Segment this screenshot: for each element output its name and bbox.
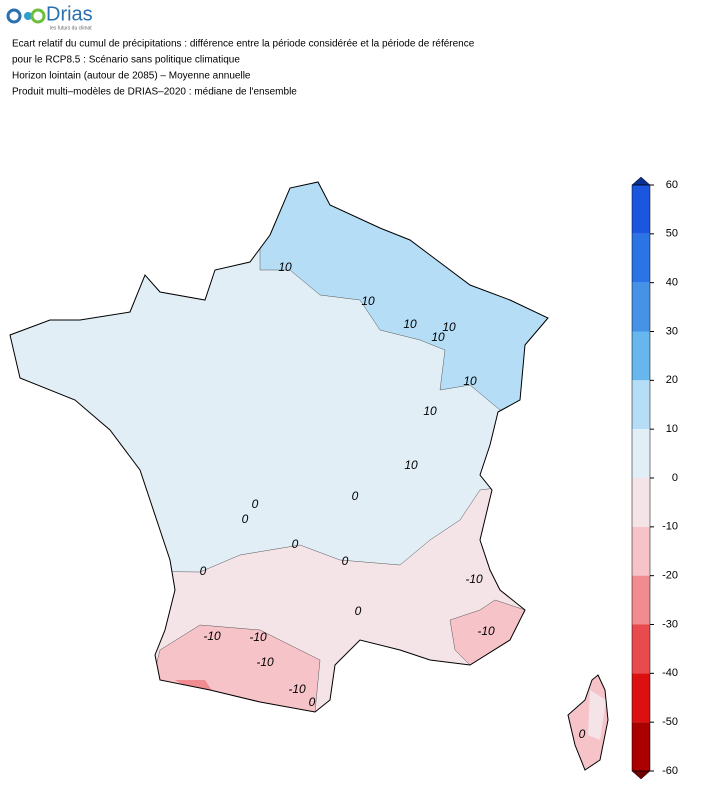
contour-label: 0 <box>200 564 207 578</box>
contour-label: 0 <box>352 489 359 503</box>
colorbar-tick-label: 50 <box>666 228 678 240</box>
colorbar-over <box>631 176 651 186</box>
logo-name: Drias <box>46 3 93 25</box>
contour-label: -10 <box>477 624 495 638</box>
contour-label: 10 <box>403 317 417 331</box>
colorbar-tick-label: -10 <box>662 521 678 533</box>
header-line: Ecart relatif du cumul de précipitations… <box>12 39 475 50</box>
colorbar-tick-label: -20 <box>662 570 678 582</box>
colorbar-segment <box>632 673 650 723</box>
colorbar-segment <box>632 331 650 381</box>
contour-label: 10 <box>463 374 477 388</box>
colorbar-tick-label: -60 <box>662 765 678 777</box>
colorbar-segment <box>632 282 650 332</box>
colorbar-tick-label: 40 <box>666 277 678 289</box>
colorbar-tick-label: 10 <box>666 423 678 435</box>
colorbar-tick-label: -40 <box>662 667 678 679</box>
colorbar-segment <box>632 185 650 234</box>
contour-label: -10 <box>249 630 267 644</box>
contour-label: 10 <box>442 320 456 334</box>
colorbar-segment <box>632 575 650 625</box>
logo-tagline: les futurs du climat <box>50 25 92 31</box>
contour-label: -10 <box>288 682 306 696</box>
header-line: pour le RCP8.5 : Scénario sans politique… <box>12 55 240 66</box>
contour-label: 10 <box>361 294 375 308</box>
colorbar-tick-label: 0 <box>672 472 678 484</box>
contour-label: 0 <box>242 512 249 526</box>
header-line: Horizon lointain (autour de 2085) – Moye… <box>12 71 251 82</box>
contour-label: 0 <box>342 554 349 568</box>
contour-label: -10 <box>203 629 221 643</box>
colorbar-tick-label: -30 <box>662 618 678 630</box>
logo: Drias les futurs du climat <box>6 3 93 31</box>
colorbar-segment <box>632 722 650 771</box>
colorbar-segment <box>632 233 650 283</box>
contour-label: 10 <box>423 404 437 418</box>
colorbar-tick-label: 30 <box>666 325 678 337</box>
contour-label: 0 <box>252 497 259 511</box>
contour-label: 0 <box>292 537 299 551</box>
colorbar-tick-label: 60 <box>666 179 678 191</box>
map <box>9 181 609 771</box>
contour-label: 10 <box>431 330 445 344</box>
colorbar-under <box>631 770 651 780</box>
colorbar-segment <box>632 478 650 527</box>
contour-label: -10 <box>256 655 274 669</box>
colorbar-tick-label: 20 <box>666 374 678 386</box>
contour-label: -10 <box>465 572 483 586</box>
colorbar-tick-label: -50 <box>662 716 678 728</box>
header-line: Produit multi–modèles de DRIAS–2020 : mé… <box>12 87 297 98</box>
colorbar-segment <box>632 429 650 478</box>
colorbar-segment <box>632 380 650 430</box>
contour-label: 10 <box>404 458 418 472</box>
contour-label: 0 <box>579 727 586 741</box>
colorbar-segment <box>632 624 650 674</box>
contour-label: 10 <box>278 260 292 274</box>
contour-label: 0 <box>309 695 316 709</box>
contour-label: 0 <box>355 604 362 618</box>
colorbar-segment <box>632 526 650 576</box>
